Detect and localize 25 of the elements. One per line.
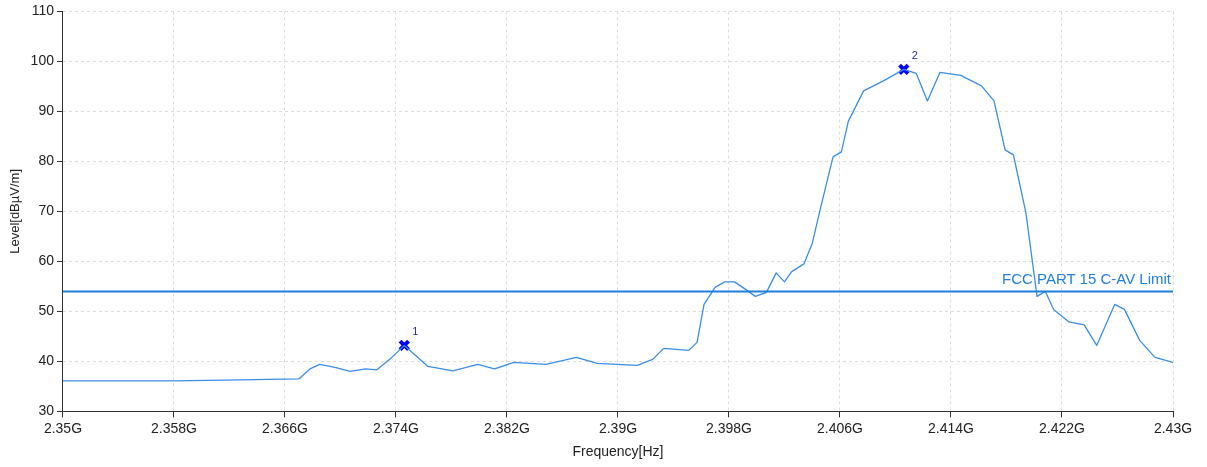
x-tick-label: 2.398G	[706, 419, 752, 436]
y-tick-label: 80	[38, 152, 55, 169]
x-tick-label: 2.382G	[484, 419, 530, 436]
x-tick-label: 2.374G	[373, 419, 419, 436]
y-tick-label: 50	[38, 302, 55, 319]
y-tick-label: 90	[38, 102, 55, 119]
x-tick-label: 2.366G	[262, 419, 308, 436]
annotation: 2	[911, 48, 918, 61]
x-tick-label: 2.414G	[928, 419, 974, 436]
x-tick-label: 2.39G	[598, 419, 638, 436]
y-tick-label: 70	[38, 202, 55, 219]
x-tick-label: 2.35G	[43, 419, 83, 436]
x-tick-label: 2.358G	[150, 419, 197, 436]
y-axis-title: Level[dBµV/m]	[7, 168, 23, 254]
x-axis-title: Frequency[Hz]	[572, 443, 664, 460]
y-tick-label: 110	[31, 2, 55, 19]
y-tick-label: 100	[30, 52, 55, 69]
y-tick-label: 60	[38, 252, 55, 269]
annotation: 1	[412, 324, 419, 337]
x-tick-label: 2.406G	[817, 419, 863, 436]
x-tick-label: 2.43G	[1153, 419, 1193, 436]
ref-line-label: FCC PART 15 C-AV Limit	[1002, 270, 1172, 288]
x-tick-label: 2.422G	[1039, 419, 1085, 436]
y-tick-label: 40	[38, 352, 55, 369]
y-tick-label: 30	[38, 402, 55, 419]
